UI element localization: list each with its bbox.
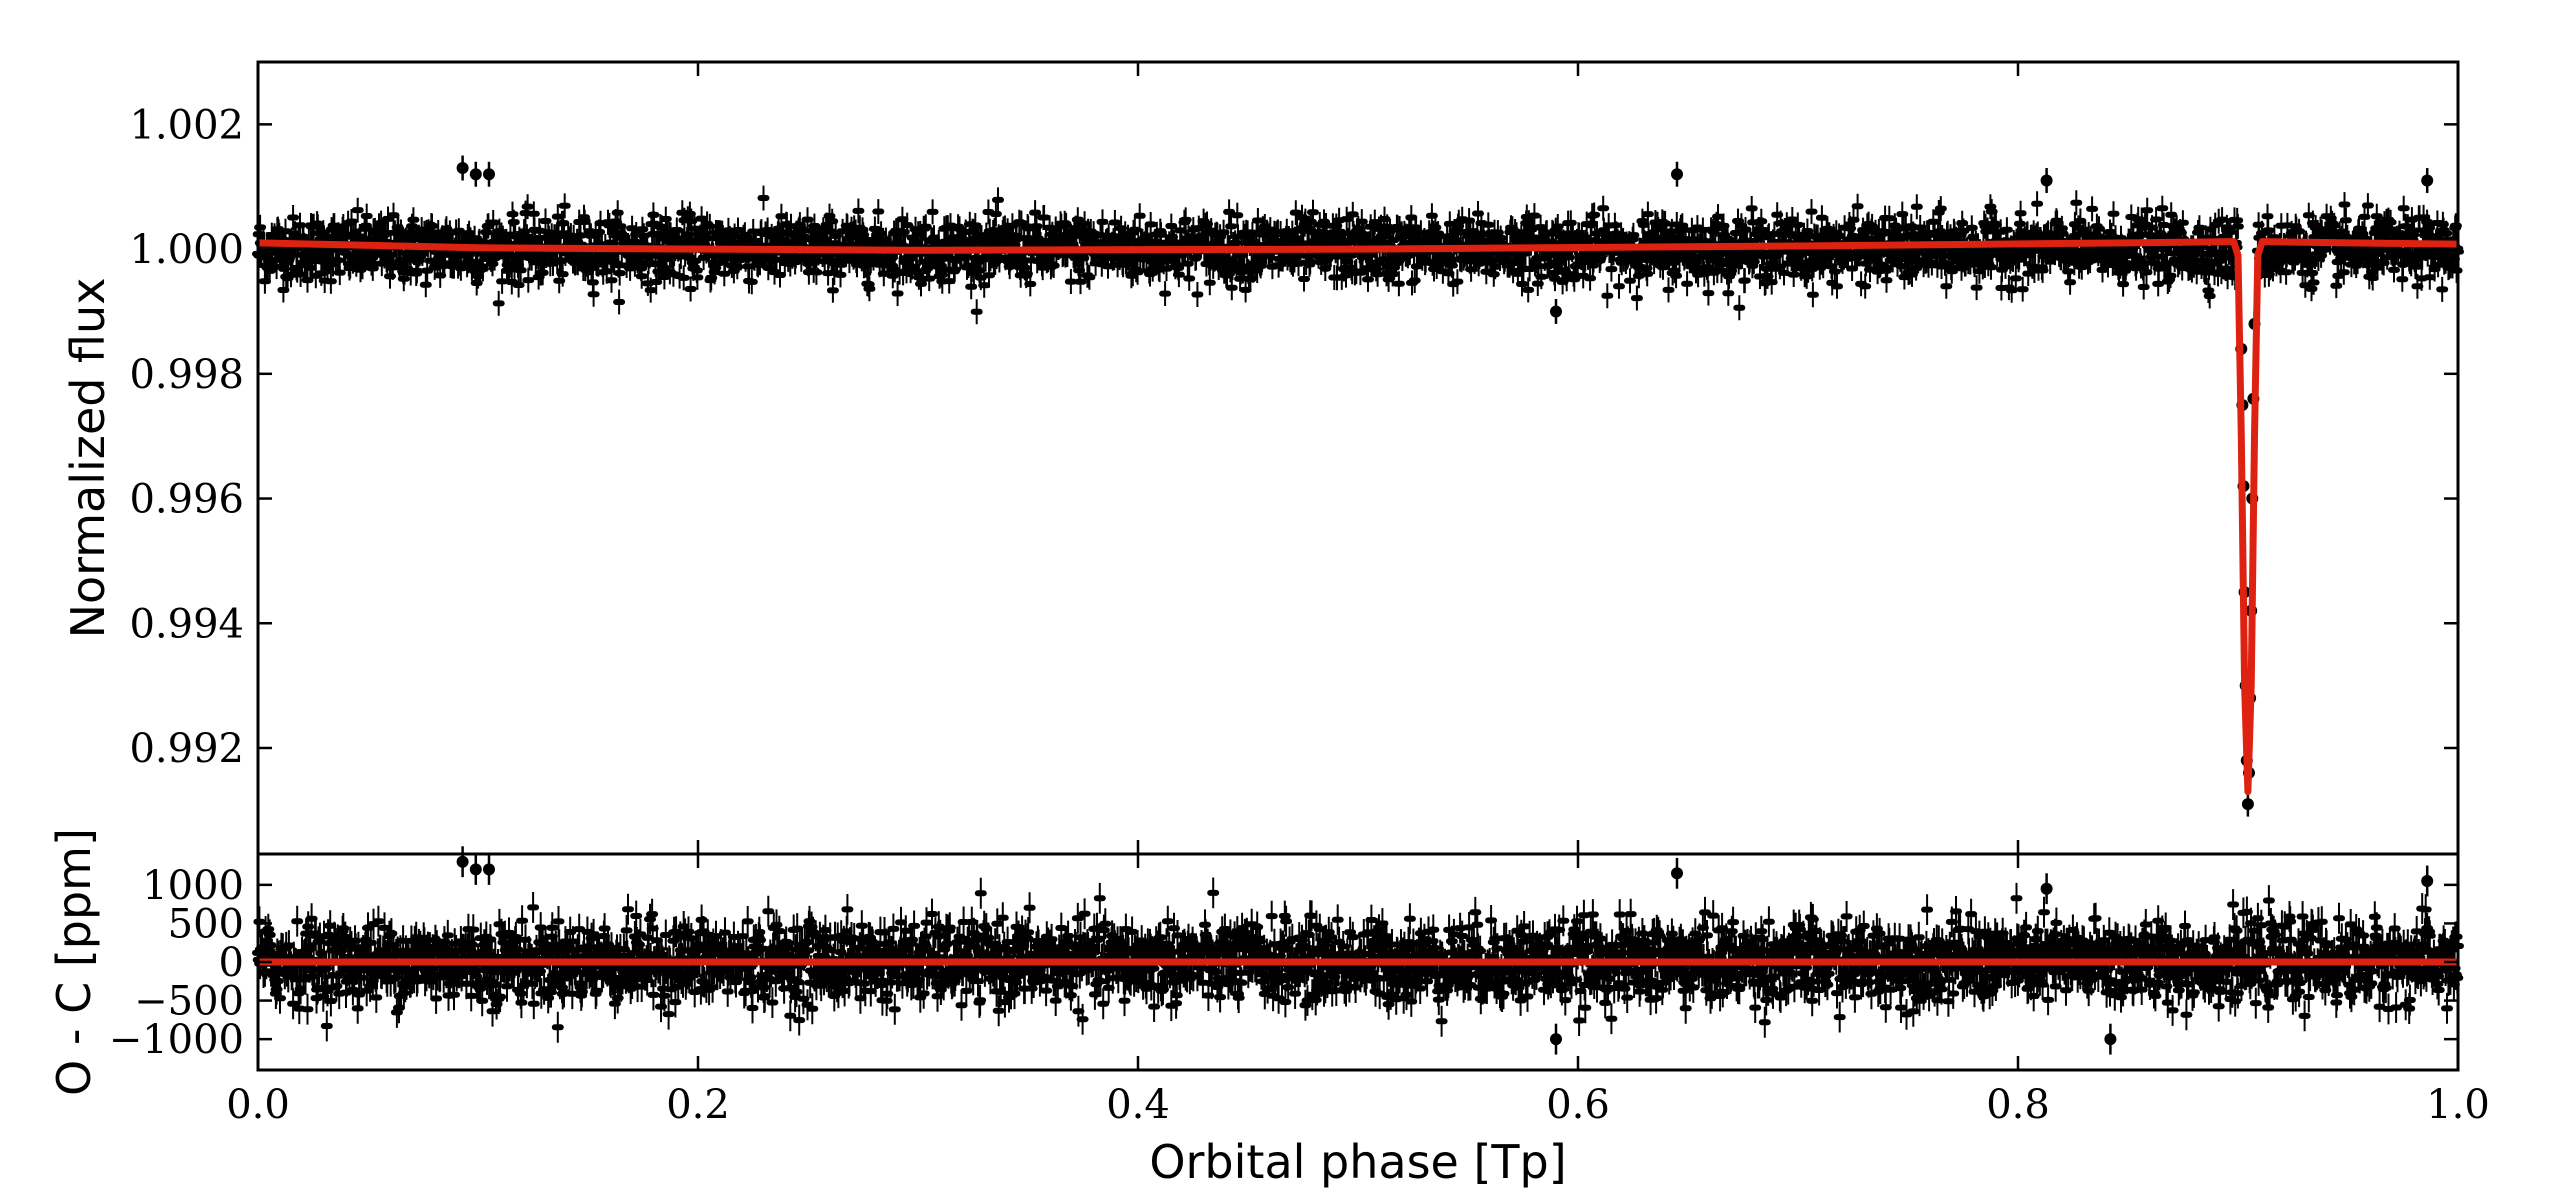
xtick-label: 1.0 [2426,1082,2490,1128]
data-point [456,855,469,868]
residual-ytick-label: 500 [168,901,244,947]
residual-panel-frame [256,852,2460,1072]
data-point [1671,168,1683,181]
data-point [483,168,495,181]
flux-axis-title: Normalized flux [61,278,115,639]
data-point [2421,875,2434,887]
data-point [2421,174,2434,187]
residual-data-points [252,846,2464,1055]
residual-ytick-label: 1000 [142,863,244,909]
xtick-label: 0.4 [1106,1082,1170,1128]
xtick-label: 0.2 [666,1082,730,1128]
flux-ytick-label: 1.000 [129,227,244,273]
data-point [469,863,482,876]
flux-axis-ticks: 0.992 0.994 0.996 0.998 1.000 1.002 [129,62,2460,854]
flux-markers [252,195,2464,315]
flux-data-points [252,155,2464,817]
xtick-label: 0.6 [1546,1082,1610,1128]
phase-axis-title: Orbital phase [Tp] [1149,1135,1566,1189]
residual-axis-title: O - C [ppm] [47,828,101,1096]
data-point [1671,867,1683,880]
data-point [469,168,482,181]
xtick-label: 0.0 [226,1082,290,1128]
flux-panel: 0.992 0.994 0.996 0.998 1.000 1.002 Normalize… [61,60,2464,856]
data-point [1550,1033,1562,1046]
flux-panel-frame [256,60,2460,856]
flux-ytick-label: 0.996 [129,477,244,523]
data-point [2104,1033,2117,1046]
data-point [2241,798,2254,811]
residual-ytick-label: −500 [134,979,244,1025]
xtick-label: 0.8 [1986,1082,2050,1128]
data-point [2040,174,2053,187]
flux-ytick-label: 0.994 [129,601,244,647]
transit-model-line [257,238,2459,796]
residual-ytick-label: −1000 [109,1017,244,1063]
data-point [483,863,495,876]
data-point [1550,305,1562,318]
data-point [2040,882,2053,895]
flux-ytick-label: 0.998 [129,352,244,398]
flux-ytick-label: 1.002 [129,102,244,148]
data-point [456,162,469,175]
flux-ytick-label: 0.992 [129,726,244,772]
residual-ytick-label: 0 [219,940,244,986]
